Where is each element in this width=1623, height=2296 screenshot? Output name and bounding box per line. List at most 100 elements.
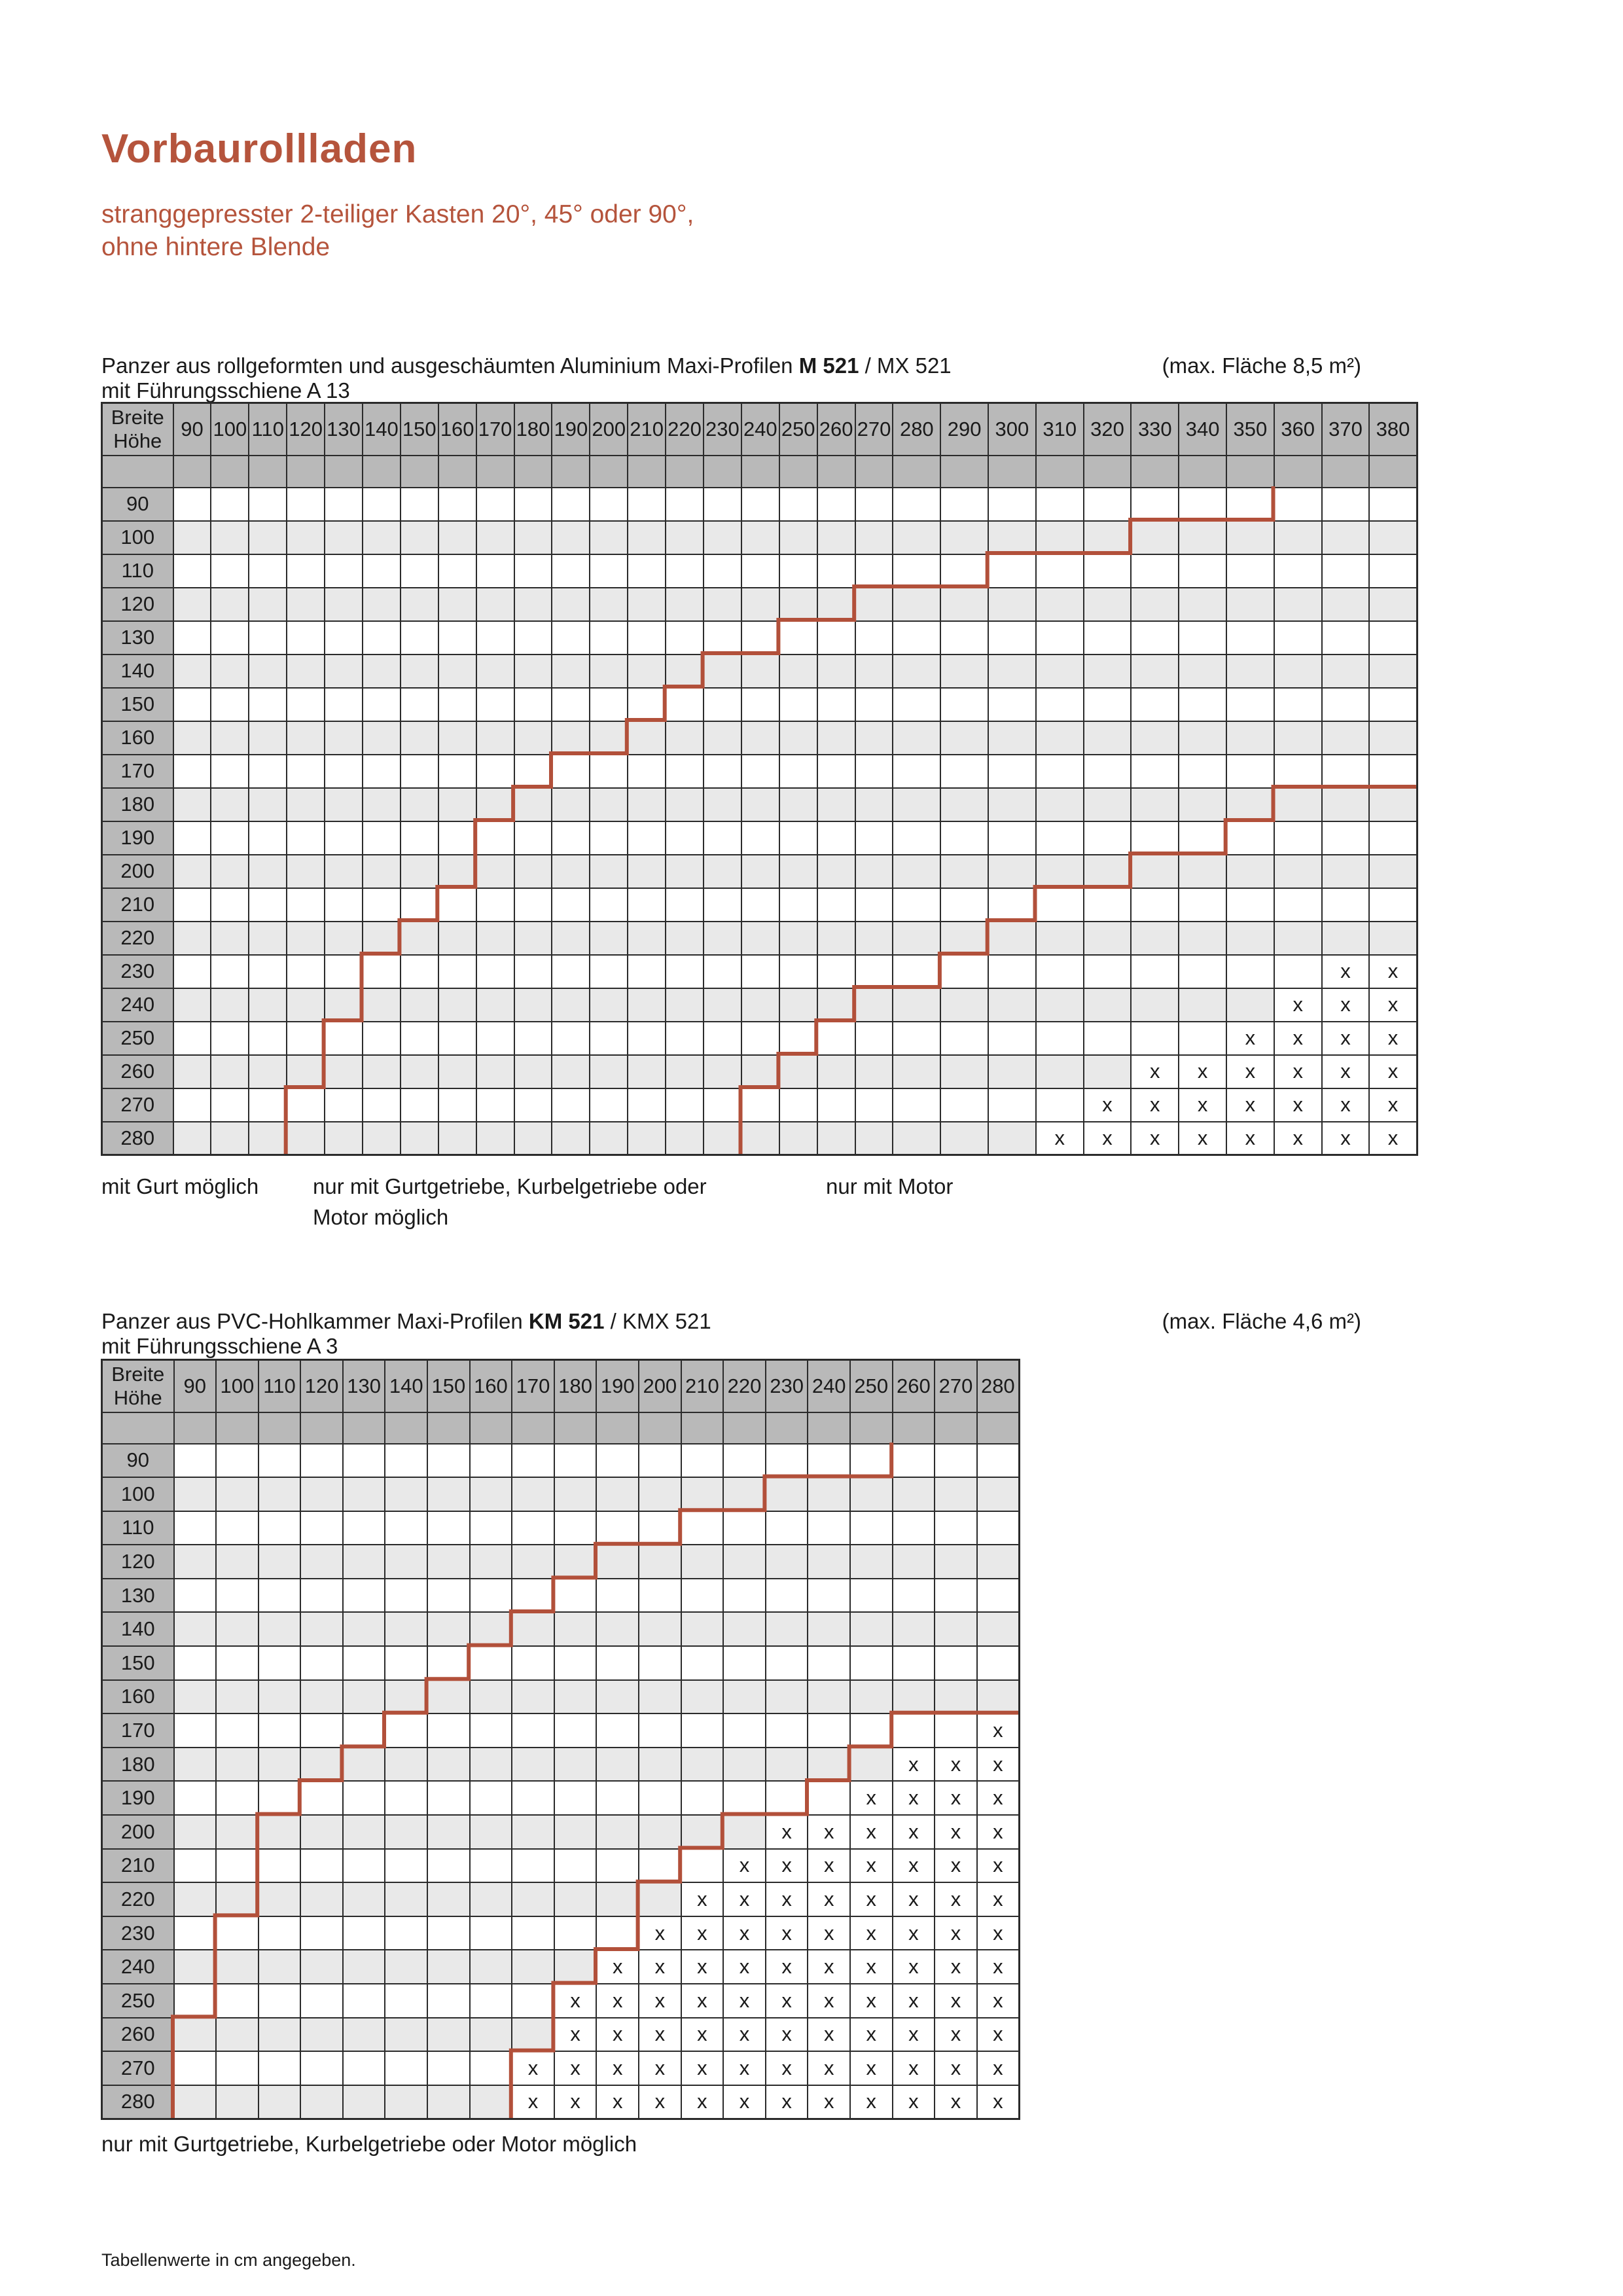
size-cell <box>248 920 288 956</box>
size-cell <box>210 687 250 722</box>
size-cell <box>553 1882 597 1917</box>
size-cell <box>361 987 401 1022</box>
size-cell <box>437 687 477 722</box>
size-cell <box>257 1949 302 1984</box>
size-cell <box>437 1054 477 1089</box>
height-row-label: 180 <box>101 787 174 822</box>
size-cell <box>627 853 667 889</box>
size-cell <box>511 1814 555 1850</box>
not-available-x-cell: x <box>1321 1020 1370 1056</box>
size-cell <box>988 1121 1037 1156</box>
size-cell <box>511 1983 555 2018</box>
height-row-label: 130 <box>101 620 174 655</box>
width-col-header: 100 <box>210 402 250 456</box>
size-cell <box>248 1121 288 1156</box>
size-cell <box>1226 720 1275 755</box>
size-cell <box>702 1087 742 1122</box>
size-cell <box>324 687 363 722</box>
size-cell <box>286 520 326 555</box>
size-cell <box>988 787 1037 822</box>
size-cell <box>173 1848 217 1884</box>
size-cell <box>427 1848 471 1884</box>
size-cell <box>210 586 250 622</box>
size-cell <box>854 653 894 689</box>
size-cell <box>437 553 477 588</box>
size-cell <box>469 2051 513 2086</box>
height-row-label: 90 <box>101 1443 175 1479</box>
size-cell <box>437 954 477 989</box>
width-col-header: 150 <box>399 402 439 456</box>
size-cell <box>892 520 942 555</box>
size-cell <box>807 1577 851 1613</box>
height-row-label: 220 <box>101 1882 175 1917</box>
size-cell <box>551 1121 591 1156</box>
not-available-x-cell: x <box>891 1814 936 1850</box>
not-available-x-cell: x <box>1178 1121 1227 1156</box>
size-cell <box>702 653 742 689</box>
size-cell <box>988 520 1037 555</box>
size-cell <box>210 920 250 956</box>
size-cell <box>384 1577 429 1613</box>
not-available-x-cell: x <box>722 2051 766 2086</box>
size-cell <box>437 887 477 922</box>
size-cell <box>513 887 553 922</box>
width-col-header: 140 <box>361 402 401 456</box>
size-cell <box>469 1510 513 1546</box>
size-cell <box>513 820 553 855</box>
size-cell <box>427 2051 471 2086</box>
size-cell <box>300 1814 344 1850</box>
not-available-x-cell: x <box>891 1949 936 1984</box>
spacer-cell <box>1130 454 1180 488</box>
size-cell <box>215 1544 259 1579</box>
size-cell <box>475 486 515 522</box>
size-cell <box>342 1949 386 1984</box>
not-available-x-cell: x <box>934 1848 978 1884</box>
size-cell <box>215 1915 259 1951</box>
size-cell <box>1273 853 1323 889</box>
not-available-x-cell: x <box>807 1848 851 1884</box>
size-cell <box>553 1746 597 1782</box>
size-cell <box>427 1510 471 1546</box>
size-cell <box>892 1121 942 1156</box>
size-cell <box>1368 820 1418 855</box>
size-cell <box>513 1121 553 1156</box>
size-cell <box>257 2017 302 2053</box>
size-cell <box>764 1713 809 1748</box>
size-cell <box>475 887 515 922</box>
size-cell <box>816 687 856 722</box>
size-cell <box>210 887 250 922</box>
width-col-header: 290 <box>940 402 990 456</box>
width-col-header: 180 <box>513 402 553 456</box>
height-row-label: 190 <box>101 1780 175 1816</box>
size-cell <box>1035 1087 1084 1122</box>
size-cell <box>399 586 439 622</box>
not-available-x-cell: x <box>722 2084 766 2120</box>
size-cell <box>940 787 990 822</box>
size-cell <box>934 1477 978 1512</box>
spacer-cell <box>596 1411 640 1444</box>
size-cell <box>596 1915 640 1951</box>
not-available-x-cell: x <box>1226 1020 1275 1056</box>
size-cell <box>665 520 704 555</box>
size-cell <box>940 1087 990 1122</box>
not-available-x-cell: x <box>1226 1054 1275 1089</box>
size-cell <box>680 1510 724 1546</box>
size-cell <box>940 586 990 622</box>
width-col-header: 380 <box>1368 402 1418 456</box>
width-col-header: 190 <box>551 402 591 456</box>
size-cell <box>551 1020 591 1056</box>
size-cell <box>1368 920 1418 956</box>
size-cell <box>891 1477 936 1512</box>
height-row-label: 100 <box>101 1477 175 1512</box>
size-cell <box>248 653 288 689</box>
size-table: Breite Höhe 90 100 110 120 130 140 150 160 170 180 1… <box>101 402 1418 1156</box>
page-subtitle: stranggepresster 2-teiliger Kasten 20°, … <box>101 198 694 264</box>
size-cell <box>324 1121 363 1156</box>
size-cell <box>702 720 742 755</box>
not-available-x-cell: x <box>1130 1121 1180 1156</box>
size-cell <box>807 1746 851 1782</box>
size-cell <box>589 887 629 922</box>
size-cell <box>257 1814 302 1850</box>
size-cell <box>665 853 704 889</box>
size-cell <box>816 620 856 655</box>
